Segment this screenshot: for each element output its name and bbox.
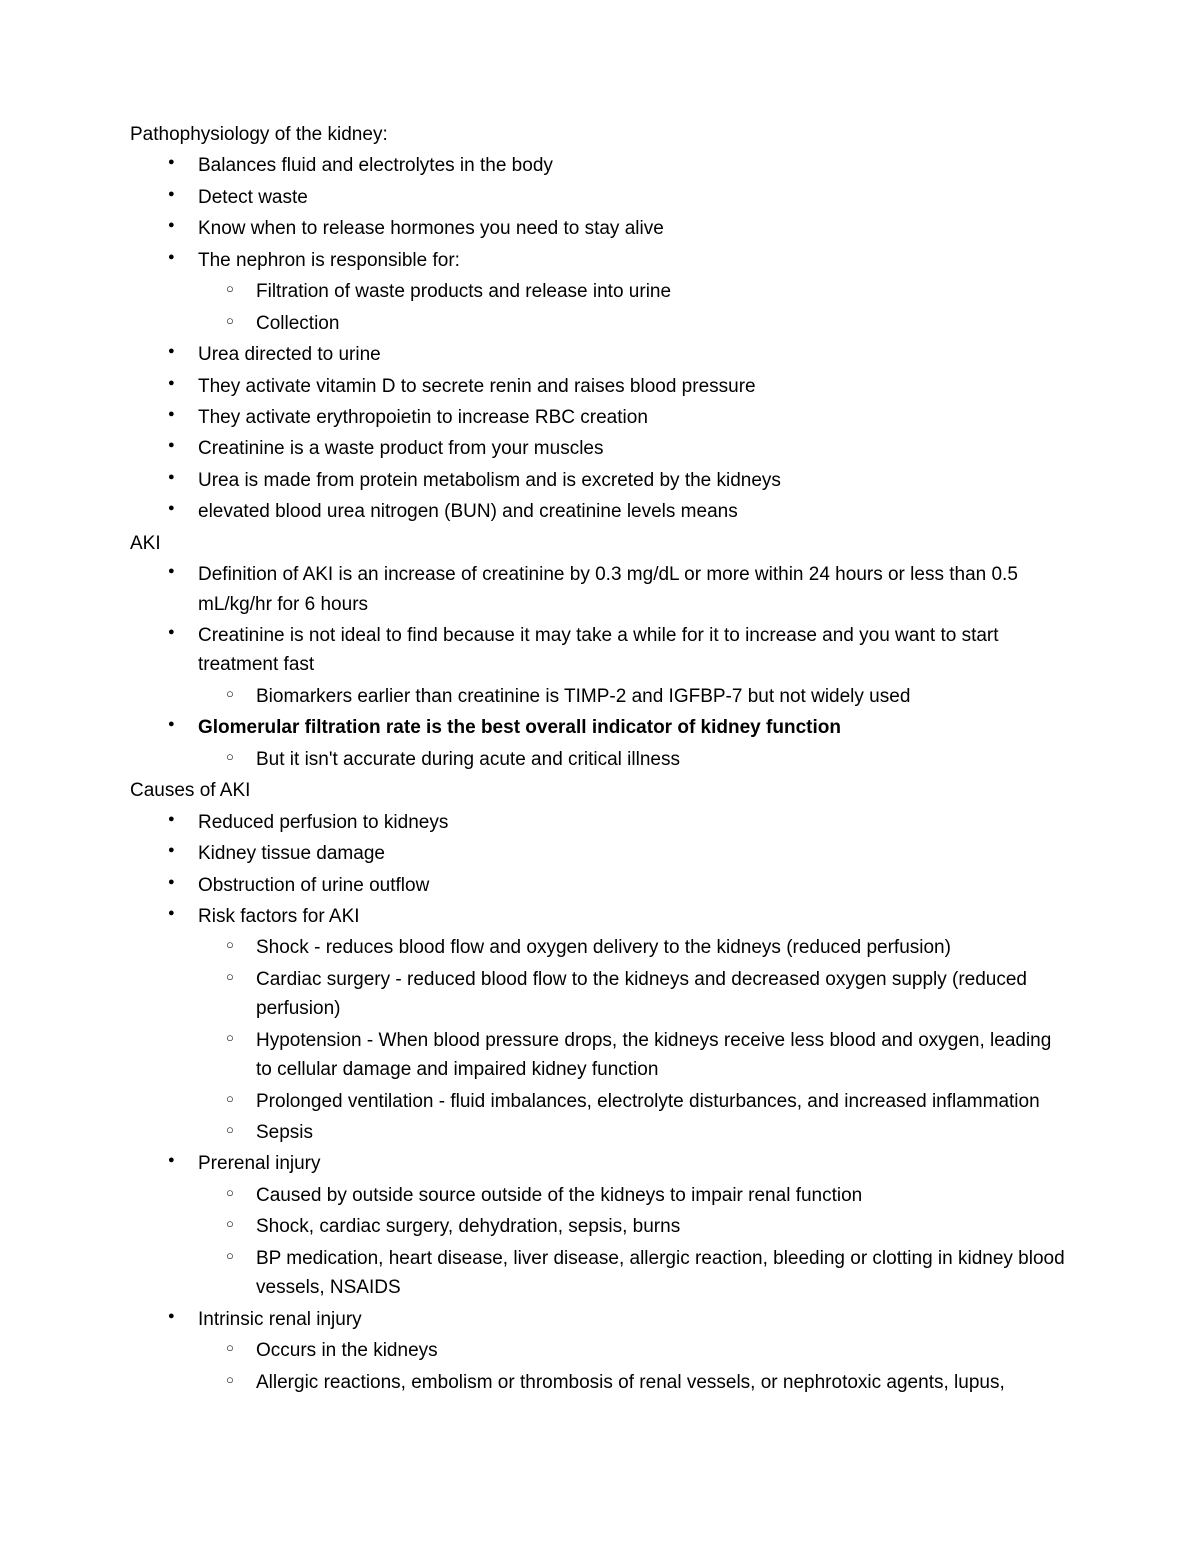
- bullet-list: Reduced perfusion to kidneys Kidney tiss…: [130, 808, 1070, 1397]
- list-item: Urea directed to urine: [198, 340, 1070, 369]
- list-item-text: Urea directed to urine: [198, 344, 381, 365]
- sub-list-item-text: Shock - reduces blood flow and oxygen de…: [256, 937, 951, 958]
- sub-list-item: Prolonged ventilation - fluid imbalances…: [256, 1087, 1070, 1116]
- sub-list-item: Occurs in the kidneys: [256, 1336, 1070, 1365]
- list-item: Glomerular filtration rate is the best o…: [198, 713, 1070, 774]
- list-item: Definition of AKI is an increase of crea…: [198, 560, 1070, 619]
- sub-bullet-list: Occurs in the kidneys Allergic reactions…: [198, 1336, 1070, 1397]
- list-item: elevated blood urea nitrogen (BUN) and c…: [198, 497, 1070, 526]
- list-item-text: Urea is made from protein metabolism and…: [198, 470, 781, 491]
- list-item: Obstruction of urine outflow: [198, 871, 1070, 900]
- list-item-text: Know when to release hormones you need t…: [198, 218, 664, 239]
- sub-list-item: Caused by outside source outside of the …: [256, 1181, 1070, 1210]
- section-heading: Causes of AKI: [130, 776, 1070, 805]
- list-item-text: Detect waste: [198, 187, 308, 208]
- list-item-text: Creatinine is a waste product from your …: [198, 438, 604, 459]
- list-item: Creatinine is a waste product from your …: [198, 434, 1070, 463]
- sub-list-item-text: Prolonged ventilation - fluid imbalances…: [256, 1091, 1040, 1112]
- section-heading: Pathophysiology of the kidney:: [130, 120, 1070, 149]
- list-item: The nephron is responsible for: Filtrati…: [198, 246, 1070, 338]
- section-heading: AKI: [130, 529, 1070, 558]
- sub-bullet-list: Biomarkers earlier than creatinine is TI…: [198, 682, 1070, 711]
- sub-list-item-text: BP medication, heart disease, liver dise…: [256, 1248, 1065, 1298]
- list-item-text: Creatinine is not ideal to find because …: [198, 625, 999, 675]
- sub-list-item: Hypotension - When blood pressure drops,…: [256, 1026, 1070, 1085]
- list-item-text-bold: Glomerular filtration rate is the best o…: [198, 717, 841, 738]
- sub-list-item-text: Sepsis: [256, 1122, 313, 1143]
- list-item-text: The nephron is responsible for:: [198, 250, 460, 271]
- sub-list-item: Shock, cardiac surgery, dehydration, sep…: [256, 1212, 1070, 1241]
- list-item-text: They activate erythropoietin to increase…: [198, 407, 648, 428]
- list-item-text: Balances fluid and electrolytes in the b…: [198, 155, 553, 176]
- list-item-text: Prerenal injury: [198, 1153, 321, 1174]
- sub-list-item-text: Collection: [256, 313, 339, 334]
- list-item: Creatinine is not ideal to find because …: [198, 621, 1070, 711]
- sub-list-item: Biomarkers earlier than creatinine is TI…: [256, 682, 1070, 711]
- sub-bullet-list: Caused by outside source outside of the …: [198, 1181, 1070, 1303]
- list-item-text: elevated blood urea nitrogen (BUN) and c…: [198, 501, 738, 522]
- sub-list-item-text: Caused by outside source outside of the …: [256, 1185, 862, 1206]
- sub-list-item: Allergic reactions, embolism or thrombos…: [256, 1368, 1070, 1397]
- list-item: Reduced perfusion to kidneys: [198, 808, 1070, 837]
- list-item: Prerenal injury Caused by outside source…: [198, 1149, 1070, 1302]
- sub-list-item-text: Hypotension - When blood pressure drops,…: [256, 1030, 1051, 1080]
- list-item: They activate vitamin D to secrete renin…: [198, 372, 1070, 401]
- list-item-text: Reduced perfusion to kidneys: [198, 812, 448, 833]
- bullet-list: Balances fluid and electrolytes in the b…: [130, 151, 1070, 526]
- sub-list-item-text: Filtration of waste products and release…: [256, 281, 671, 302]
- document-page: Pathophysiology of the kidney: Balances …: [0, 0, 1200, 1459]
- list-item-text: They activate vitamin D to secrete renin…: [198, 376, 756, 397]
- sub-list-item: Cardiac surgery - reduced blood flow to …: [256, 965, 1070, 1024]
- sub-list-item: BP medication, heart disease, liver dise…: [256, 1244, 1070, 1303]
- list-item: Risk factors for AKI Shock - reduces blo…: [198, 902, 1070, 1148]
- sub-bullet-list: Shock - reduces blood flow and oxygen de…: [198, 933, 1070, 1147]
- sub-list-item-text: Biomarkers earlier than creatinine is TI…: [256, 686, 910, 707]
- sub-list-item: Collection: [256, 309, 1070, 338]
- sub-bullet-list: Filtration of waste products and release…: [198, 277, 1070, 338]
- sub-bullet-list: But it isn't accurate during acute and c…: [198, 745, 1070, 774]
- list-item: Kidney tissue damage: [198, 839, 1070, 868]
- list-item: Balances fluid and electrolytes in the b…: [198, 151, 1070, 180]
- sub-list-item: Sepsis: [256, 1118, 1070, 1147]
- list-item-text: Kidney tissue damage: [198, 843, 385, 864]
- sub-list-item-text: Occurs in the kidneys: [256, 1340, 438, 1361]
- sub-list-item: Filtration of waste products and release…: [256, 277, 1070, 306]
- sub-list-item-text: Cardiac surgery - reduced blood flow to …: [256, 969, 1027, 1019]
- list-item: They activate erythropoietin to increase…: [198, 403, 1070, 432]
- list-item: Urea is made from protein metabolism and…: [198, 466, 1070, 495]
- sub-list-item-text: Allergic reactions, embolism or thrombos…: [256, 1372, 1005, 1393]
- list-item-text: Definition of AKI is an increase of crea…: [198, 564, 1018, 614]
- sub-list-item-text: Shock, cardiac surgery, dehydration, sep…: [256, 1216, 680, 1237]
- list-item-text: Risk factors for AKI: [198, 906, 360, 927]
- bullet-list: Definition of AKI is an increase of crea…: [130, 560, 1070, 774]
- list-item-text: Intrinsic renal injury: [198, 1309, 362, 1330]
- list-item-text: Obstruction of urine outflow: [198, 875, 429, 896]
- list-item: Intrinsic renal injury Occurs in the kid…: [198, 1305, 1070, 1397]
- sub-list-item-text: But it isn't accurate during acute and c…: [256, 749, 680, 770]
- list-item: Know when to release hormones you need t…: [198, 214, 1070, 243]
- sub-list-item: But it isn't accurate during acute and c…: [256, 745, 1070, 774]
- list-item: Detect waste: [198, 183, 1070, 212]
- sub-list-item: Shock - reduces blood flow and oxygen de…: [256, 933, 1070, 962]
